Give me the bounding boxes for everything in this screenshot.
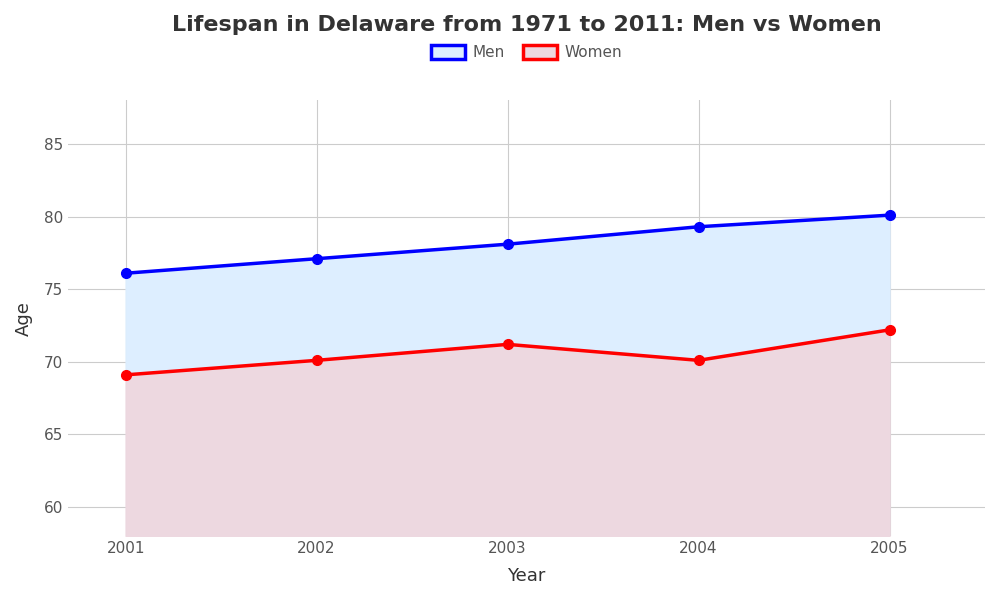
Men [120, 269, 132, 277]
Women [502, 341, 514, 348]
Legend: Men, Women: Men, Women [425, 38, 628, 66]
Women [884, 326, 896, 334]
Men [311, 255, 323, 262]
Y-axis label: Age: Age [15, 301, 33, 335]
Women [120, 371, 132, 379]
Women [311, 357, 323, 364]
Men [502, 241, 514, 248]
Men [884, 212, 896, 219]
Men [693, 223, 705, 230]
Women [693, 357, 705, 364]
Line: Men: Men [121, 210, 894, 278]
X-axis label: Year: Year [507, 567, 546, 585]
Line: Women: Women [121, 325, 894, 380]
Title: Lifespan in Delaware from 1971 to 2011: Men vs Women: Lifespan in Delaware from 1971 to 2011: … [172, 15, 882, 35]
